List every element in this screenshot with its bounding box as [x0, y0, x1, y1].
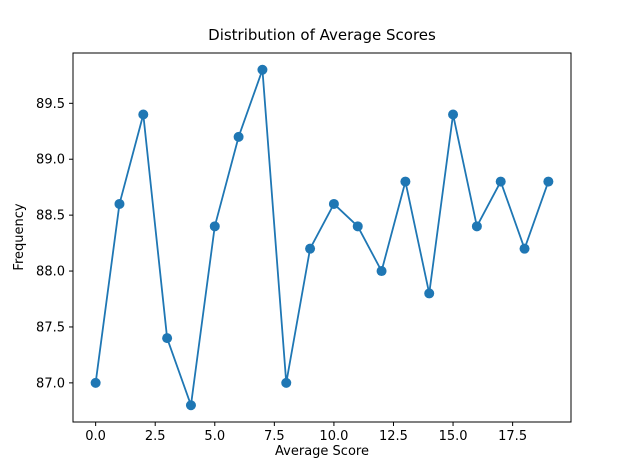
x-axis-label: Average Score — [275, 444, 369, 459]
data-point — [233, 131, 244, 142]
data-point — [424, 288, 435, 299]
data-point — [328, 198, 339, 209]
data-point — [352, 221, 363, 232]
x-tick-label: 15.0 — [439, 429, 468, 444]
data-point — [257, 64, 268, 75]
x-tick-label: 7.5 — [264, 429, 285, 444]
x-tick-label: 10.0 — [319, 429, 348, 444]
data-point — [519, 243, 530, 254]
y-tick-label: 89.0 — [36, 153, 65, 168]
y-tick-label: 89.5 — [36, 97, 65, 112]
y-tick-label: 88.0 — [36, 265, 65, 280]
data-point — [400, 176, 411, 187]
y-tick-label: 87.0 — [36, 376, 65, 391]
data-point — [162, 333, 173, 344]
x-tick-label: 17.5 — [498, 429, 527, 444]
data-point — [376, 266, 387, 277]
data-point — [543, 176, 554, 187]
data-point — [114, 198, 125, 209]
data-point — [305, 243, 316, 254]
data-line — [94, 68, 550, 407]
x-tick-label: 0.0 — [85, 429, 106, 444]
chart-title: Distribution of Average Scores — [208, 26, 436, 44]
data-point — [495, 176, 506, 187]
x-tick-label: 5.0 — [204, 429, 225, 444]
data-point — [448, 109, 459, 120]
axes-frame — [72, 52, 572, 423]
x-tick-label: 2.5 — [145, 429, 166, 444]
x-tick-label: 12.5 — [379, 429, 408, 444]
data-point — [209, 221, 220, 232]
data-point — [185, 400, 196, 411]
y-tick-label: 88.5 — [36, 209, 65, 224]
y-axis-label-text: Frequency — [12, 203, 27, 271]
data-point — [90, 377, 101, 388]
data-point — [281, 377, 292, 388]
data-point — [138, 109, 149, 120]
data-point — [471, 221, 482, 232]
y-tick-label: 87.5 — [36, 320, 65, 335]
